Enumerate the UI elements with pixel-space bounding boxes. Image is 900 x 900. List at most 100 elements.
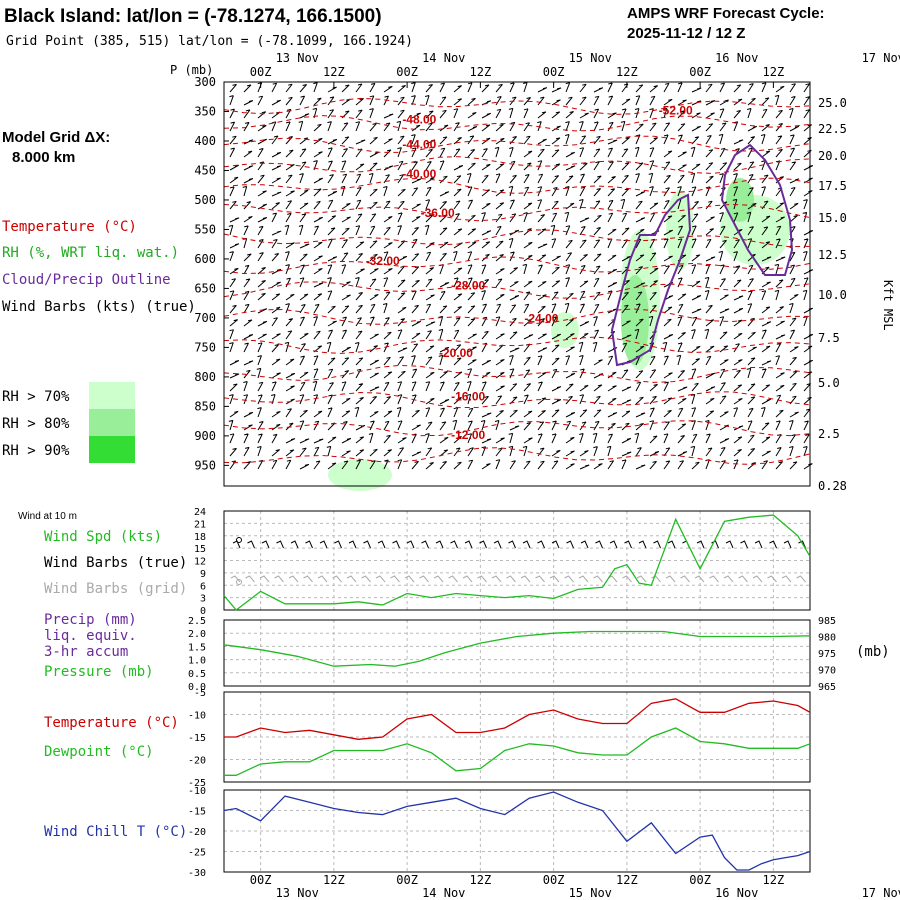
precip-ytick-2.0: 2.0 bbox=[188, 629, 206, 640]
time-label-bottom-3: 00Z bbox=[396, 873, 418, 887]
surface-barbs-true bbox=[232, 540, 806, 549]
windchill-ytick--20: -20 bbox=[188, 827, 206, 838]
dewpoint-line bbox=[224, 727, 811, 776]
legend-pressure: Pressure (mb) bbox=[44, 664, 154, 680]
temperature-line bbox=[224, 698, 811, 740]
pressure-tick-800: 800 bbox=[194, 370, 216, 384]
isotherm-line-14 bbox=[223, 420, 811, 437]
wind-speed-ytick-18: 18 bbox=[194, 532, 206, 543]
day-label-bottom-3: 15 Nov bbox=[569, 886, 612, 900]
legend-wind-barbs-true: Wind Barbs (true) bbox=[44, 555, 187, 571]
wind-speed-ytick-6: 6 bbox=[200, 581, 206, 592]
temp-ytick--10: -10 bbox=[188, 711, 206, 722]
station-title: Black Island: lat/lon = (-78.1274, 166.1… bbox=[4, 6, 382, 27]
wind-speed-ytick-15: 15 bbox=[194, 544, 206, 555]
isotherm-label-7: -28.00 bbox=[451, 279, 485, 293]
calm-marker-grid bbox=[236, 579, 242, 585]
windchill-frame bbox=[223, 789, 811, 873]
time-label-top-3: 00Z bbox=[396, 65, 418, 79]
time-axis-bottom: 00Z 12Z 00Z 12Z 00Z 12Z 00Z 12Z 13 Nov 14 Nov 15 N… bbox=[250, 873, 900, 900]
legend-temperature-lower: Temperature (°C) bbox=[44, 715, 179, 731]
windchill-ytick--10: -10 bbox=[188, 786, 206, 797]
temp-ytick--20: -20 bbox=[188, 756, 206, 767]
pressure-tick-500: 500 bbox=[194, 193, 216, 207]
wind-speed-ytick-3: 3 bbox=[200, 594, 206, 605]
cross-section-panel: P (mb) -52.00 -48.00 -44.00 -40.00 -36.00 -32.… bbox=[170, 63, 895, 493]
pressure-tick-450: 450 bbox=[194, 163, 216, 177]
time-label-top-1: 00Z bbox=[250, 65, 272, 79]
time-label-bottom-7: 00Z bbox=[689, 873, 711, 887]
rh-legend: RH > 70% RH > 80% RH > 90% bbox=[2, 382, 135, 463]
wind-speed-frame bbox=[223, 510, 811, 611]
model-grid-value: 8.000 km bbox=[12, 149, 75, 166]
windchill-ytick--15: -15 bbox=[188, 807, 206, 818]
isotherm-label-10: -16.00 bbox=[451, 389, 485, 403]
rh-swatch-1 bbox=[89, 382, 135, 409]
precip-ytick-2.5: 2.5 bbox=[188, 616, 206, 627]
windchill-ytick--25: -25 bbox=[188, 848, 206, 859]
rh-shading-5 bbox=[726, 178, 754, 222]
time-label-bottom-6: 12Z bbox=[616, 873, 638, 887]
wind-at-10m-label: Wind at 10 m bbox=[18, 511, 77, 522]
time-label-bottom-5: 00Z bbox=[543, 873, 565, 887]
pressure-right-tick-985: 985 bbox=[818, 616, 836, 627]
height-tick-3: 20.0 bbox=[818, 149, 847, 163]
pressure-tick-700: 700 bbox=[194, 311, 216, 325]
pressure-tick-750: 750 bbox=[194, 340, 216, 354]
pressure-tick-300: 300 bbox=[194, 75, 216, 89]
wind-speed-ytick-12: 12 bbox=[194, 557, 206, 568]
height-tick-9: 5.0 bbox=[818, 376, 840, 390]
calm-marker-true bbox=[236, 537, 242, 543]
day-label-bottom-4: 16 Nov bbox=[715, 886, 758, 900]
isotherm-line-9 bbox=[223, 281, 811, 299]
height-tick-10: 2.5 bbox=[818, 427, 840, 441]
pressure-right-tick-970: 970 bbox=[818, 666, 836, 677]
grid-point-label: Grid Point (385, 515) lat/lon = (-78.109… bbox=[6, 34, 413, 49]
height-tick-6: 12.5 bbox=[818, 248, 847, 262]
precip-ytick-0.5: 0.5 bbox=[188, 669, 206, 680]
legend-wind-speed: Wind Spd (kts) bbox=[44, 529, 162, 545]
rh-shading-3 bbox=[666, 190, 694, 270]
legend-cloud: Cloud/Precip Outline bbox=[2, 272, 171, 288]
legend-wind-barbs: Wind Barbs (kts) (true) bbox=[2, 299, 196, 315]
pressure-tick-350: 350 bbox=[194, 104, 216, 118]
day-label-top-2: 14 Nov bbox=[422, 51, 465, 65]
isotherm-label-5: -36.00 bbox=[421, 206, 455, 220]
precip-frame bbox=[223, 619, 811, 687]
time-label-top-7: 00Z bbox=[689, 65, 711, 79]
pressure-tick-650: 650 bbox=[194, 281, 216, 295]
pressure-tick-600: 600 bbox=[194, 252, 216, 266]
surface-barbs-grid bbox=[230, 575, 806, 583]
pressure-right-tick-980: 980 bbox=[818, 633, 836, 644]
wind-chill-panel: -30 -25 -20 -15 -10 Wind Chill T (°C) bbox=[44, 786, 811, 879]
time-label-bottom-8: 12Z bbox=[763, 873, 785, 887]
wind-speed-ytick-21: 21 bbox=[194, 519, 206, 530]
isotherm-label-9: -20.00 bbox=[439, 346, 473, 360]
pressure-tick-900: 900 bbox=[194, 429, 216, 443]
time-label-bottom-1: 00Z bbox=[250, 873, 272, 887]
time-label-top-8: 12Z bbox=[763, 65, 785, 79]
height-tick-7: 10.0 bbox=[818, 288, 847, 302]
pressure-axis-title: P (mb) bbox=[170, 63, 213, 77]
isotherm-label-6: -32.00 bbox=[366, 254, 400, 268]
height-tick-1: 25.0 bbox=[818, 96, 847, 110]
pressure-right-tick-965: 965 bbox=[818, 682, 836, 693]
isotherms bbox=[223, 97, 811, 465]
day-label-top-5: 17 Nov bbox=[862, 51, 900, 65]
isotherm-label-8: -24.00 bbox=[524, 312, 558, 326]
temp-ytick--25: -25 bbox=[188, 778, 206, 789]
isotherm-line-4 bbox=[223, 156, 811, 174]
height-axis-title: Kft MSL bbox=[881, 280, 895, 331]
forecast-cycle-label: AMPS WRF Forecast Cycle: bbox=[627, 5, 825, 22]
wind-speed-line bbox=[223, 514, 811, 611]
height-tick-4: 17.5 bbox=[818, 179, 847, 193]
temperature-dewpoint-panel: -25 -20 -15 -10 -5 Temperature (°C) Dewpoint (… bbox=[44, 688, 811, 789]
legend-dewpoint: Dewpoint (°C) bbox=[44, 744, 154, 760]
day-label-top-4: 16 Nov bbox=[715, 51, 758, 65]
legend-rh: RH (%, WRT liq. wat.) bbox=[2, 245, 179, 261]
cross-section-frame bbox=[223, 81, 811, 487]
barb-glyphs bbox=[228, 82, 814, 470]
cloud-outline-2 bbox=[720, 143, 794, 276]
wind-speed-ytick-0: 0 bbox=[200, 606, 206, 617]
windchill-ytick--30: -30 bbox=[188, 868, 206, 879]
